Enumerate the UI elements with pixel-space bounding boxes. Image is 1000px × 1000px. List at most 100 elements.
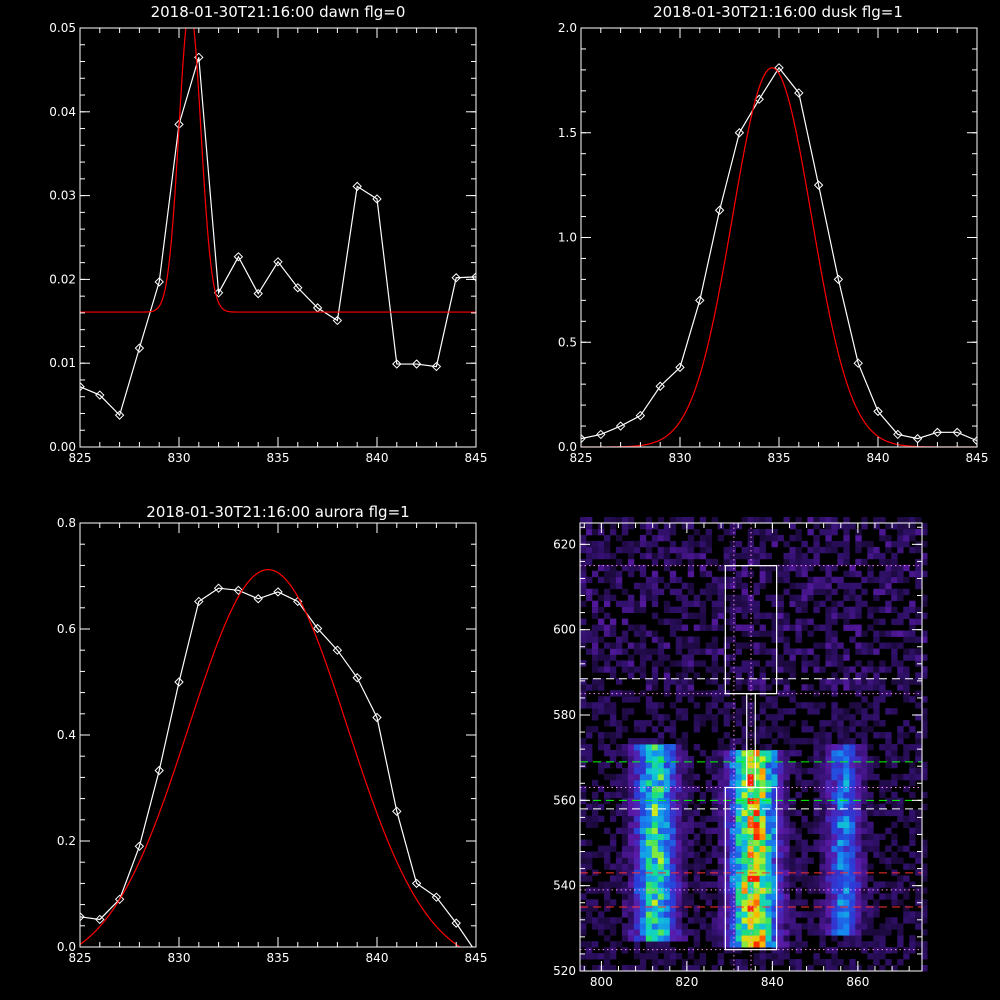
heatmap-cell: [621, 857, 629, 864]
y-tick-label: 0.5: [558, 335, 577, 349]
heatmap-cell: [585, 636, 593, 643]
heatmap-cell: [741, 923, 748, 930]
heatmap-cell: [789, 594, 796, 602]
heatmap-cell: [735, 785, 742, 793]
heatmap-cell: [699, 546, 707, 554]
heatmap-cell: [699, 893, 707, 900]
heatmap-cell: [855, 624, 862, 631]
heatmap-cell: [723, 642, 731, 649]
heatmap-cell: [639, 893, 647, 900]
heatmap-cell: [801, 899, 808, 906]
heatmap-cell: [735, 887, 742, 894]
heatmap-cell: [591, 803, 599, 811]
heatmap-cell: [753, 606, 760, 613]
heatmap-cell: [909, 696, 916, 703]
heatmap-cell: [681, 552, 689, 560]
heatmap-cell: [759, 767, 766, 775]
heatmap-cell: [639, 785, 647, 793]
heatmap-cell: [849, 929, 856, 936]
heatmap-cell: [735, 791, 742, 799]
heatmap-cell: [729, 959, 737, 966]
heatmap-cell: [675, 911, 683, 918]
heatmap-cell: [753, 558, 760, 566]
heatmap-cell: [879, 744, 886, 751]
heatmap-cell: [663, 839, 671, 846]
heatmap-cell: [657, 642, 665, 649]
heatmap-cell: [867, 803, 874, 811]
heatmap-cell: [909, 726, 916, 733]
heatmap-cell: [723, 558, 731, 566]
data-point: [174, 677, 184, 687]
heatmap-cell: [771, 899, 778, 906]
heatmap-cell: [711, 720, 719, 727]
heatmap-cell: [861, 588, 868, 596]
heatmap-cell: [819, 564, 826, 572]
heatmap-cell: [621, 911, 629, 918]
heatmap-cell: [717, 624, 725, 631]
y-tick-label: 1.0: [558, 231, 577, 245]
heatmap-cell: [621, 797, 629, 805]
heatmap-cell: [741, 761, 748, 769]
heatmap-cell: [585, 702, 593, 709]
heatmap-cell: [585, 744, 593, 751]
heatmap-cell: [711, 935, 719, 942]
heatmap-cell: [831, 648, 838, 655]
heatmap-cell: [885, 564, 892, 572]
heatmap-cell: [609, 648, 617, 655]
heatmap-cell: [915, 738, 922, 745]
heatmap-cell: [885, 546, 892, 554]
heatmap-cell: [855, 911, 862, 918]
heatmap-cell: [819, 959, 826, 966]
heatmap-cell: [813, 761, 820, 769]
heatmap-cell: [771, 773, 778, 781]
heatmap-cell: [759, 899, 766, 906]
heatmap-cell: [891, 821, 898, 829]
heatmap-cell: [705, 588, 713, 596]
heatmap-cell: [903, 785, 910, 793]
heatmap-cell: [687, 851, 695, 858]
heatmap-cell: [669, 851, 677, 858]
heatmap-cell: [663, 528, 671, 536]
heatmap-cell: [651, 588, 659, 596]
heatmap-cell: [675, 690, 683, 697]
heatmap-cell: [753, 839, 760, 846]
heatmap-cell: [580, 893, 587, 900]
heatmap-cell: [681, 678, 689, 685]
heatmap-cell: [771, 803, 778, 811]
heatmap-cell: [717, 684, 725, 691]
heatmap-cell: [711, 749, 719, 757]
heatmap-cell: [759, 684, 766, 691]
heatmap-cell: [741, 827, 748, 835]
heatmap-cell: [885, 630, 892, 637]
heatmap-cell: [663, 666, 671, 673]
heatmap-cell: [747, 881, 754, 888]
heatmap-cell: [657, 761, 665, 769]
heatmap-cell: [609, 863, 617, 870]
heatmap-cell: [681, 935, 689, 942]
heatmap-cell: [771, 809, 778, 817]
heatmap-cell: [795, 929, 802, 936]
heatmap-cell: [717, 696, 725, 703]
heatmap-cell: [759, 534, 766, 542]
heatmap-cell: [759, 744, 766, 751]
heatmap-cell: [879, 606, 886, 613]
heatmap-cell: [627, 833, 635, 840]
heatmap-cell: [783, 869, 790, 876]
heatmap-cell: [801, 726, 808, 733]
heatmap-cell: [819, 887, 826, 894]
heatmap-cell: [813, 767, 820, 775]
heatmap-cell: [609, 923, 617, 930]
heatmap-cell: [795, 947, 802, 954]
heatmap-cell: [699, 660, 707, 667]
x-tick-label: 840: [366, 451, 389, 465]
heatmap-cell: [891, 773, 898, 781]
heatmap-cell: [729, 935, 737, 942]
heatmap-cell: [717, 827, 725, 835]
heatmap-cell: [597, 845, 605, 852]
heatmap-cell: [693, 672, 701, 679]
heatmap-cell: [580, 564, 587, 572]
heatmap-cell: [723, 767, 731, 775]
heatmap-cell: [825, 755, 832, 763]
heatmap-cell: [783, 935, 790, 942]
heatmap-cell: [765, 528, 772, 536]
